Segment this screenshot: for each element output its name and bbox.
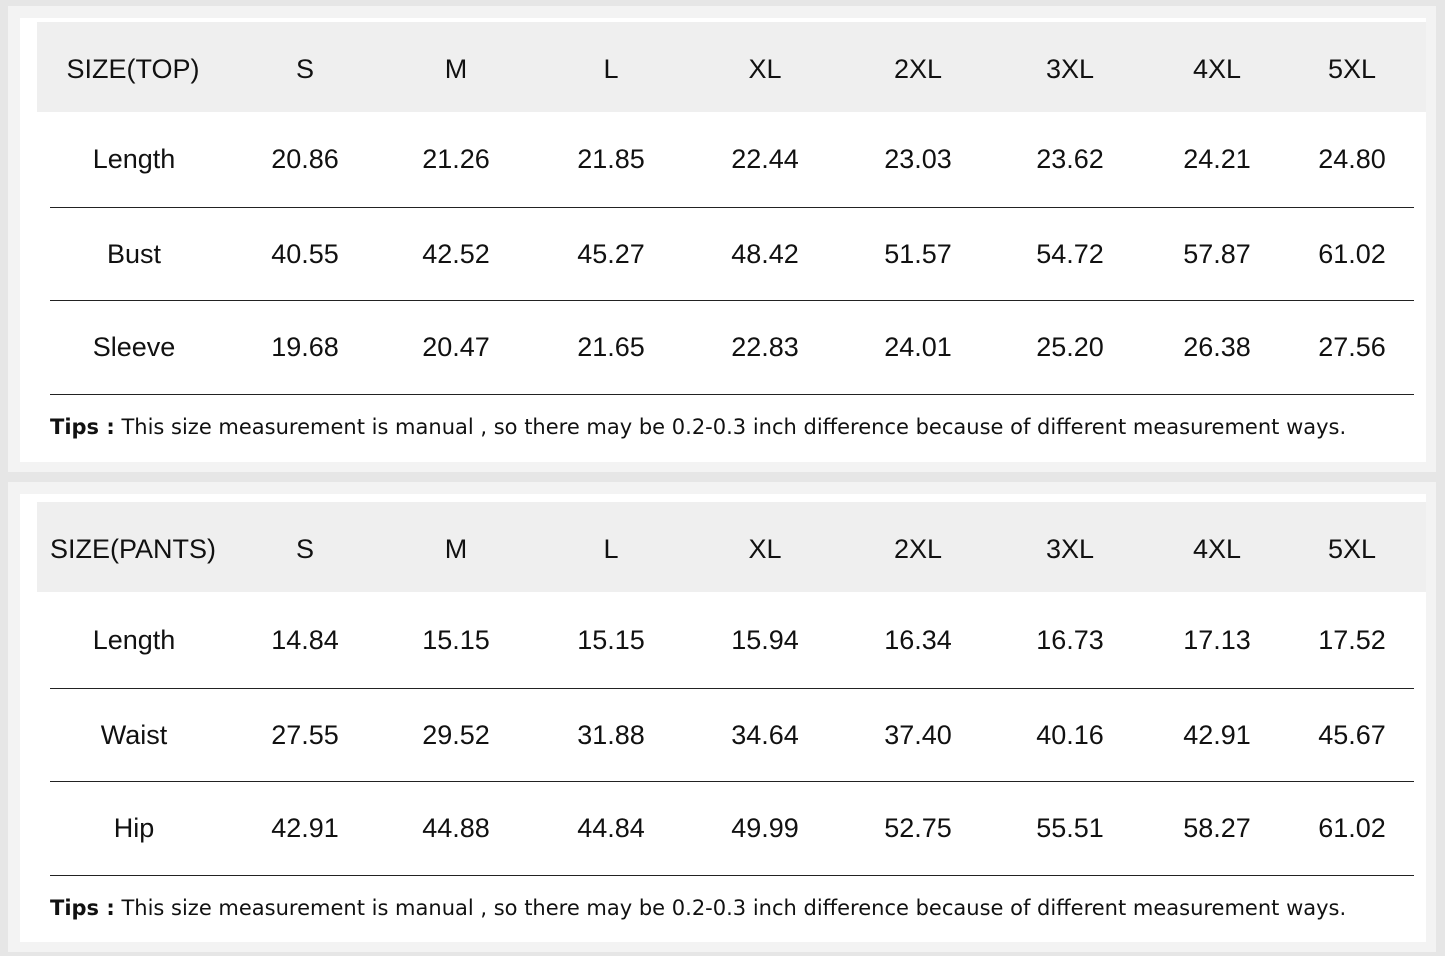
header-size-top: SIZE(TOP) xyxy=(66,54,200,84)
size-top-panel: SIZE(TOP) S M L XL 2XL 3XL 4XL 5XL Lengt… xyxy=(8,6,1436,472)
table-cell: 16.34 xyxy=(884,625,952,655)
header-m: M xyxy=(444,534,468,564)
table-cell: 34.64 xyxy=(731,720,799,750)
table-cell: 20.86 xyxy=(271,144,339,174)
row-label-length: Length xyxy=(92,625,176,655)
header-xl: XL xyxy=(748,54,782,84)
table-cell: 25.20 xyxy=(1036,332,1104,362)
table-cell: 42.91 xyxy=(271,813,339,843)
table-cell: 15.15 xyxy=(422,625,490,655)
table-cell: 27.56 xyxy=(1318,332,1386,362)
size-pants-header-row xyxy=(37,502,1426,592)
tips-text: This size measurement is manual , so the… xyxy=(114,896,1347,920)
header-2xl: 2XL xyxy=(893,534,943,564)
row-label-waist: Waist xyxy=(100,720,168,750)
table-cell: 19.68 xyxy=(271,332,339,362)
table-cell: 21.65 xyxy=(577,332,645,362)
header-2xl: 2XL xyxy=(893,54,943,84)
table-cell: 40.55 xyxy=(271,239,339,269)
header-3xl: 3XL xyxy=(1045,534,1095,564)
table-cell: 61.02 xyxy=(1318,813,1386,843)
size-top-header-row xyxy=(37,22,1426,112)
table-cell: 23.03 xyxy=(884,144,952,174)
table-cell: 44.84 xyxy=(577,813,645,843)
row-divider xyxy=(50,781,1414,782)
table-cell: 17.52 xyxy=(1318,625,1386,655)
header-4xl: 4XL xyxy=(1192,534,1242,564)
row-label-bust: Bust xyxy=(106,239,162,269)
row-label-hip: Hip xyxy=(113,813,155,843)
table-cell: 15.94 xyxy=(731,625,799,655)
table-cell: 20.47 xyxy=(422,332,490,362)
table-cell: 29.52 xyxy=(422,720,490,750)
header-m: M xyxy=(444,54,468,84)
tips-label: Tips : xyxy=(50,896,115,920)
row-divider xyxy=(50,875,1414,876)
table-cell: 48.42 xyxy=(731,239,799,269)
tips-text: This size measurement is manual , so the… xyxy=(114,415,1347,439)
table-cell: 45.27 xyxy=(577,239,645,269)
header-l: L xyxy=(603,534,619,564)
row-label-sleeve: Sleeve xyxy=(92,332,176,362)
table-cell: 23.62 xyxy=(1036,144,1104,174)
table-cell: 24.01 xyxy=(884,332,952,362)
row-divider xyxy=(50,688,1414,689)
header-5xl: 5XL xyxy=(1327,534,1377,564)
table-cell: 51.57 xyxy=(884,239,952,269)
table-cell: 16.73 xyxy=(1036,625,1104,655)
table-cell: 58.27 xyxy=(1183,813,1251,843)
table-cell: 31.88 xyxy=(577,720,645,750)
table-cell: 55.51 xyxy=(1036,813,1104,843)
row-divider xyxy=(50,394,1414,395)
row-divider xyxy=(50,300,1414,301)
header-s: S xyxy=(295,534,315,564)
table-cell: 14.84 xyxy=(271,625,339,655)
row-label-length: Length xyxy=(92,144,176,174)
row-divider xyxy=(50,207,1414,208)
table-cell: 22.83 xyxy=(731,332,799,362)
header-xl: XL xyxy=(748,534,782,564)
header-l: L xyxy=(603,54,619,84)
table-cell: 24.21 xyxy=(1183,144,1251,174)
table-cell: 22.44 xyxy=(731,144,799,174)
tips-note: Tips : This size measurement is manual ,… xyxy=(50,414,1346,440)
table-cell: 52.75 xyxy=(884,813,952,843)
header-s: S xyxy=(295,54,315,84)
header-size-pants: SIZE(PANTS) xyxy=(49,534,217,564)
header-3xl: 3XL xyxy=(1045,54,1095,84)
table-cell: 49.99 xyxy=(731,813,799,843)
table-cell: 42.91 xyxy=(1183,720,1251,750)
table-cell: 21.85 xyxy=(577,144,645,174)
header-4xl: 4XL xyxy=(1192,54,1242,84)
table-cell: 61.02 xyxy=(1318,239,1386,269)
header-5xl: 5XL xyxy=(1327,54,1377,84)
table-cell: 24.80 xyxy=(1318,144,1386,174)
table-cell: 17.13 xyxy=(1183,625,1251,655)
tips-label: Tips : xyxy=(50,415,115,439)
size-pants-table: SIZE(PANTS) S M L XL 2XL 3XL 4XL 5XL Len… xyxy=(20,494,1426,942)
size-top-table: SIZE(TOP) S M L XL 2XL 3XL 4XL 5XL Lengt… xyxy=(20,18,1426,462)
table-cell: 42.52 xyxy=(422,239,490,269)
table-cell: 15.15 xyxy=(577,625,645,655)
table-cell: 21.26 xyxy=(422,144,490,174)
table-cell: 57.87 xyxy=(1183,239,1251,269)
table-cell: 37.40 xyxy=(884,720,952,750)
table-cell: 44.88 xyxy=(422,813,490,843)
table-cell: 54.72 xyxy=(1036,239,1104,269)
table-cell: 26.38 xyxy=(1183,332,1251,362)
table-cell: 45.67 xyxy=(1318,720,1386,750)
size-pants-panel: SIZE(PANTS) S M L XL 2XL 3XL 4XL 5XL Len… xyxy=(8,482,1436,952)
table-cell: 27.55 xyxy=(271,720,339,750)
table-cell: 40.16 xyxy=(1036,720,1104,750)
tips-note: Tips : This size measurement is manual ,… xyxy=(50,895,1346,921)
